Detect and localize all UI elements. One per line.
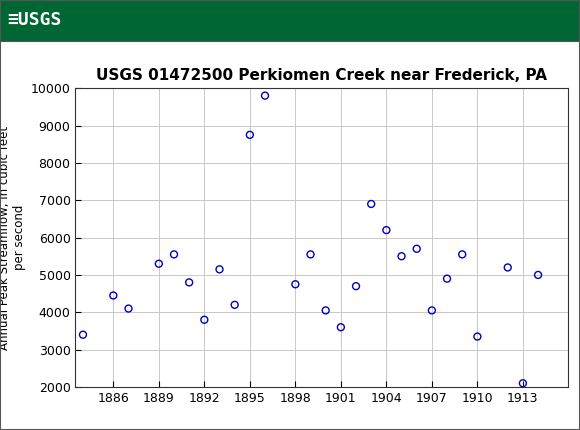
Point	[184, 279, 194, 286]
Point	[519, 380, 528, 387]
Point	[382, 227, 391, 233]
Point	[534, 271, 543, 278]
Y-axis label: Annual Peak Streamflow, in cubic feet
per second: Annual Peak Streamflow, in cubic feet pe…	[0, 126, 27, 350]
Point	[351, 283, 361, 289]
Point	[154, 260, 164, 267]
Point	[503, 264, 512, 271]
Point	[473, 333, 482, 340]
Point	[336, 324, 346, 331]
Point	[306, 251, 315, 258]
Point	[291, 281, 300, 288]
Point	[458, 251, 467, 258]
Point	[169, 251, 179, 258]
Point	[367, 200, 376, 207]
Point	[124, 305, 133, 312]
Point	[108, 292, 118, 299]
Point	[397, 253, 406, 260]
Point	[200, 316, 209, 323]
Point	[215, 266, 224, 273]
Point	[427, 307, 437, 314]
Point	[260, 92, 270, 99]
Point	[230, 301, 240, 308]
Point	[245, 132, 255, 138]
Title: USGS 01472500 Perkiomen Creek near Frederick, PA: USGS 01472500 Perkiomen Creek near Frede…	[96, 68, 548, 83]
Point	[443, 275, 452, 282]
Point	[78, 331, 88, 338]
Text: ≡USGS: ≡USGS	[7, 12, 61, 29]
Point	[412, 246, 421, 252]
Point	[321, 307, 331, 314]
